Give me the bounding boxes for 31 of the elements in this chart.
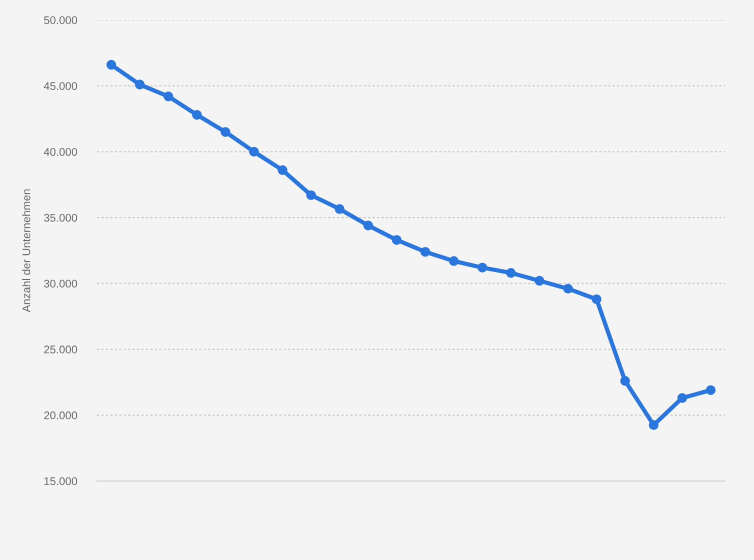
y-tick-label: 50.000 bbox=[44, 16, 78, 24]
point bbox=[592, 294, 602, 304]
y-axis-title: Anzahl der Unternehmen bbox=[22, 189, 30, 312]
point bbox=[106, 60, 116, 70]
point bbox=[249, 146, 259, 157]
point bbox=[164, 92, 174, 102]
y-tick-label: 35.000 bbox=[44, 214, 78, 222]
point bbox=[620, 376, 630, 386]
point bbox=[220, 127, 230, 137]
point bbox=[534, 276, 544, 286]
y-tick-label: 25.000 bbox=[44, 346, 78, 354]
point bbox=[192, 110, 202, 120]
point bbox=[278, 165, 288, 176]
point bbox=[306, 190, 316, 200]
y-tick-label: 20.000 bbox=[44, 411, 78, 420]
point bbox=[334, 204, 344, 214]
point bbox=[563, 284, 573, 294]
y-tick-label: 30.000 bbox=[44, 280, 78, 288]
y-tick-label: 15.000 bbox=[44, 477, 78, 486]
point bbox=[363, 220, 374, 230]
point bbox=[420, 246, 430, 257]
point bbox=[706, 385, 716, 395]
point bbox=[478, 262, 488, 272]
point bbox=[448, 256, 459, 266]
point bbox=[134, 80, 145, 90]
point bbox=[648, 420, 658, 430]
y-tick-label: 40.000 bbox=[44, 148, 78, 156]
y-tick-label: 45.000 bbox=[44, 82, 78, 90]
point bbox=[677, 393, 688, 403]
point bbox=[506, 268, 516, 278]
point bbox=[392, 235, 402, 245]
